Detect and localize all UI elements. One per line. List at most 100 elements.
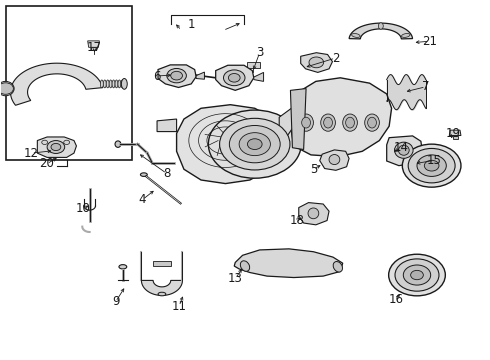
Ellipse shape (121, 80, 124, 88)
Circle shape (220, 118, 290, 170)
Polygon shape (216, 65, 254, 90)
Polygon shape (196, 72, 204, 79)
Text: 18: 18 (290, 214, 305, 227)
Ellipse shape (112, 80, 115, 88)
Text: 6: 6 (153, 69, 161, 82)
Circle shape (42, 140, 48, 144)
Circle shape (51, 143, 61, 150)
Ellipse shape (343, 114, 357, 131)
Circle shape (229, 126, 280, 163)
Polygon shape (153, 261, 171, 266)
Circle shape (208, 110, 301, 178)
Ellipse shape (345, 117, 354, 128)
Text: 20: 20 (39, 157, 54, 170)
Ellipse shape (321, 114, 335, 131)
Circle shape (424, 160, 439, 171)
Circle shape (247, 139, 262, 149)
Text: 16: 16 (389, 293, 404, 306)
Circle shape (309, 57, 324, 68)
Text: 17: 17 (87, 41, 102, 54)
Circle shape (223, 70, 245, 86)
Ellipse shape (401, 33, 410, 37)
Polygon shape (247, 62, 260, 68)
Ellipse shape (109, 80, 112, 88)
Ellipse shape (106, 80, 109, 88)
Ellipse shape (241, 261, 249, 271)
Polygon shape (349, 23, 413, 39)
Ellipse shape (302, 117, 311, 128)
Ellipse shape (115, 80, 118, 88)
Ellipse shape (118, 80, 121, 88)
Ellipse shape (158, 292, 166, 296)
Circle shape (0, 83, 13, 94)
Circle shape (167, 68, 186, 83)
Polygon shape (88, 41, 99, 47)
Polygon shape (234, 249, 343, 278)
Polygon shape (291, 89, 306, 149)
Text: 19: 19 (445, 127, 461, 140)
Text: 2: 2 (332, 51, 339, 64)
Polygon shape (37, 137, 76, 157)
Circle shape (239, 133, 270, 156)
Ellipse shape (103, 80, 106, 88)
Ellipse shape (378, 23, 383, 29)
Ellipse shape (368, 117, 376, 128)
Polygon shape (449, 130, 461, 135)
Polygon shape (301, 53, 332, 72)
Bar (5, 6, 132, 160)
Ellipse shape (299, 114, 314, 131)
Circle shape (411, 270, 423, 280)
Text: 1: 1 (188, 18, 195, 31)
Text: 10: 10 (75, 202, 90, 215)
Ellipse shape (308, 208, 319, 219)
Ellipse shape (0, 81, 14, 96)
Text: 5: 5 (310, 163, 317, 176)
Polygon shape (453, 135, 458, 139)
Ellipse shape (352, 33, 360, 37)
Circle shape (402, 144, 461, 187)
Polygon shape (157, 119, 176, 132)
Ellipse shape (329, 154, 340, 165)
Polygon shape (176, 105, 284, 184)
Polygon shape (279, 105, 296, 148)
Text: 13: 13 (228, 272, 243, 285)
Polygon shape (387, 136, 422, 166)
Polygon shape (299, 203, 329, 225)
Polygon shape (254, 72, 264, 81)
Text: 7: 7 (422, 80, 430, 93)
Ellipse shape (122, 78, 127, 89)
Text: 3: 3 (256, 46, 263, 59)
Ellipse shape (141, 173, 147, 176)
Text: 21: 21 (422, 35, 437, 48)
Circle shape (64, 140, 70, 144)
Ellipse shape (398, 145, 409, 155)
Ellipse shape (100, 80, 103, 88)
Circle shape (171, 71, 182, 80)
Text: 8: 8 (163, 167, 171, 180)
Circle shape (389, 254, 445, 296)
Polygon shape (320, 150, 349, 170)
Text: 4: 4 (139, 193, 146, 206)
Ellipse shape (115, 141, 121, 147)
Polygon shape (158, 65, 196, 87)
Polygon shape (91, 47, 96, 50)
Ellipse shape (333, 261, 343, 272)
Text: 14: 14 (394, 141, 409, 154)
Polygon shape (142, 280, 182, 296)
Ellipse shape (394, 142, 413, 158)
Ellipse shape (365, 114, 379, 131)
Text: 11: 11 (172, 300, 187, 313)
Text: 12: 12 (24, 147, 39, 159)
Text: 15: 15 (427, 154, 442, 167)
Circle shape (47, 140, 65, 153)
Circle shape (228, 73, 240, 82)
Text: 9: 9 (112, 296, 119, 309)
Polygon shape (292, 78, 392, 157)
Circle shape (417, 155, 446, 176)
Ellipse shape (119, 265, 127, 269)
Circle shape (395, 259, 439, 291)
Ellipse shape (324, 117, 332, 128)
Circle shape (403, 265, 431, 285)
Polygon shape (10, 63, 103, 105)
Circle shape (408, 148, 455, 183)
